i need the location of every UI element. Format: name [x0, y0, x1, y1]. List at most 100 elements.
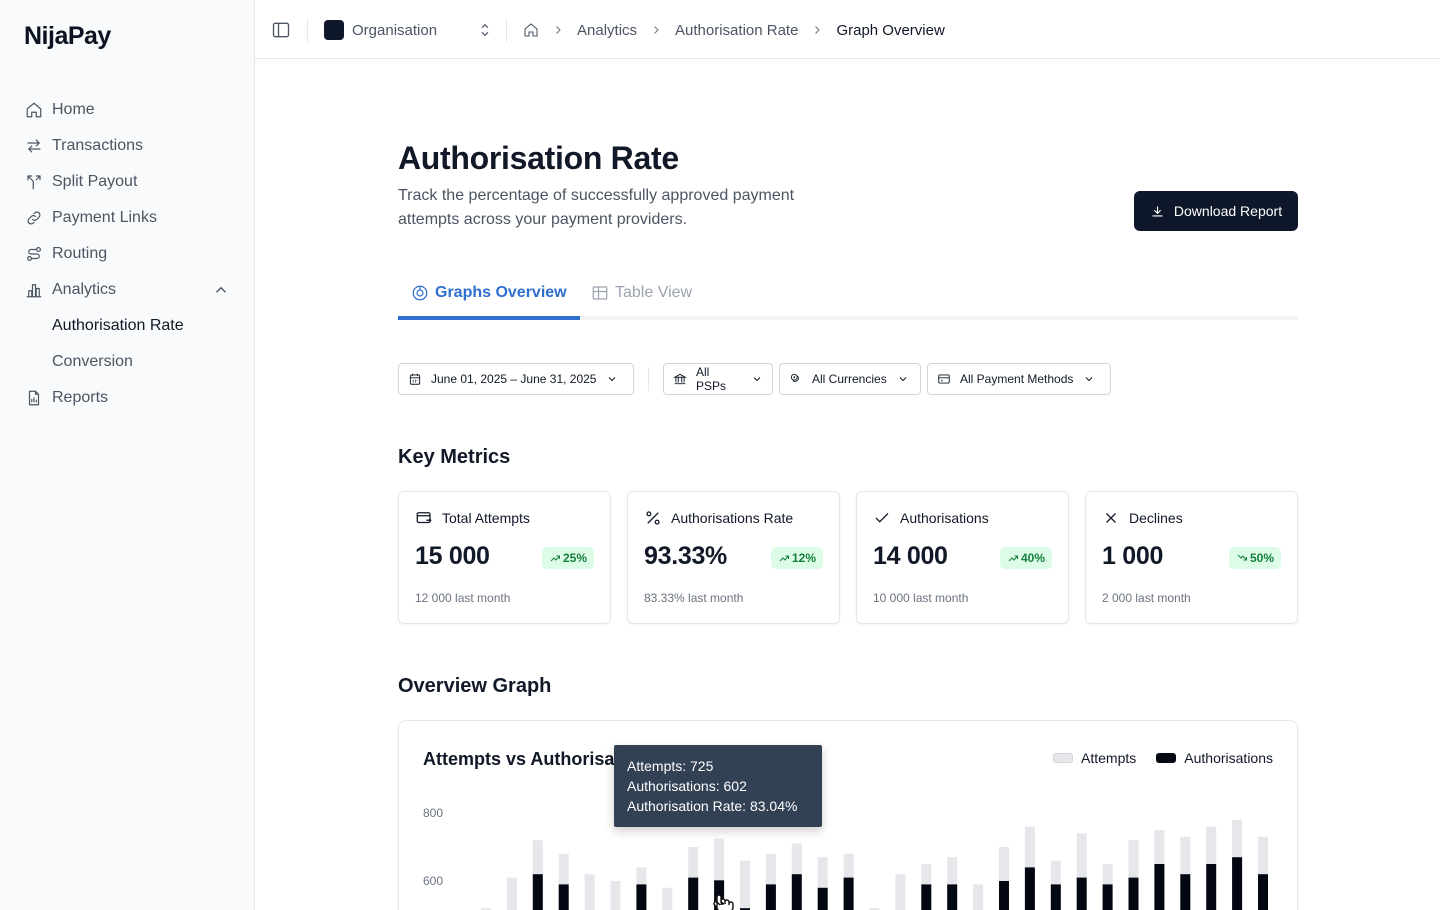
bar-attempts[interactable] [1128, 840, 1139, 910]
date-range-filter[interactable]: June 01, 2025 – June 31, 2025 [398, 363, 634, 395]
download-report-button[interactable]: Download Report [1134, 191, 1298, 231]
metric-label: Authorisations [900, 510, 989, 526]
calendar-icon [408, 372, 431, 386]
bar-attempts[interactable] [1258, 836, 1268, 910]
bar-attempts[interactable] [584, 874, 595, 910]
legend-item-attempts[interactable]: Attempts [1053, 750, 1136, 766]
bar-authorisations[interactable] [1024, 867, 1035, 910]
metric-card-total-attempts: Total Attempts 15 000 25% 12 000 last mo… [398, 491, 611, 624]
bar-authorisations[interactable] [1076, 877, 1087, 910]
bar-attempts[interactable] [506, 877, 517, 910]
breadcrumb: Analytics Authorisation Rate Graph Overv… [523, 19, 945, 41]
bar-attempts[interactable] [481, 908, 491, 910]
arrows-icon [24, 136, 44, 156]
bar-authorisations[interactable] [1180, 874, 1191, 910]
sidebar-item-label: Home [52, 101, 95, 118]
sidebar-toggle-icon[interactable] [271, 20, 291, 40]
topbar: Organisation Analytics Authorisation Rat… [255, 0, 1440, 59]
metric-value: 93.33% [644, 542, 727, 570]
download-report-label: Download Report [1173, 203, 1283, 219]
bar-attempts[interactable] [765, 853, 776, 910]
bar-attempts[interactable] [1180, 836, 1191, 910]
metric-previous: 83.33% last month [644, 591, 744, 605]
y-tick-label: 800 [423, 806, 443, 820]
key-metrics-title: Key Metrics [398, 446, 511, 468]
bar-authorisations[interactable] [1232, 857, 1243, 910]
page-title: Authorisation Rate [398, 140, 679, 176]
sidebar-item-analytics[interactable]: Analytics [24, 272, 234, 308]
metric-label: Declines [1129, 510, 1183, 526]
sidebar-item-routing[interactable]: Routing [24, 236, 234, 272]
breadcrumb-analytics[interactable]: Analytics [577, 21, 638, 39]
bar-authorisations[interactable] [532, 874, 543, 910]
chevron-right-icon [650, 24, 662, 36]
bar-authorisations[interactable] [1154, 864, 1165, 910]
sidebar-item-payment-links[interactable]: Payment Links [24, 200, 234, 236]
brand-logo[interactable]: NijaPay [24, 22, 111, 50]
bar-authorisations[interactable] [1258, 874, 1268, 910]
bar-attempts[interactable] [947, 857, 958, 910]
download-icon [1152, 206, 1163, 216]
legend-item-authorisations[interactable]: Authorisations [1156, 750, 1273, 766]
legend-label: Attempts [1081, 750, 1137, 766]
bar-authorisations[interactable] [1206, 864, 1217, 910]
bar-attempts[interactable] [999, 847, 1009, 910]
bar-authorisations[interactable] [688, 877, 699, 910]
trend-badge: 50% [1228, 547, 1281, 569]
psp-filter[interactable]: All PSPs [663, 363, 773, 395]
bar-authorisations[interactable] [636, 884, 647, 910]
bar-authorisations[interactable] [1050, 884, 1061, 910]
sidebar-item-reports[interactable]: Reports [24, 380, 234, 416]
bar-authorisations[interactable] [558, 884, 569, 910]
metric-label: Total Attempts [442, 510, 530, 526]
sidebar-subitem-authorisation-rate[interactable]: Authorisation Rate [52, 317, 184, 334]
bar-authorisations[interactable] [765, 884, 776, 910]
bar-chart[interactable]: 600 800 [399, 721, 1298, 910]
tab-table-view[interactable]: Table View [578, 270, 705, 316]
bar-attempts[interactable] [817, 857, 828, 910]
chart-legend: Attempts Authorisations [1033, 750, 1273, 766]
bar-authorisations[interactable] [1128, 877, 1139, 910]
bar-attempts[interactable] [973, 884, 984, 910]
bar-authorisations[interactable] [1102, 884, 1113, 910]
bar-attempts[interactable] [1076, 833, 1087, 910]
sidebar-item-home[interactable]: Home [24, 92, 234, 128]
sidebar-item-split-payout[interactable]: Split Payout [24, 164, 234, 200]
sidebar-item-transactions[interactable]: Transactions [24, 128, 234, 164]
bar-authorisations[interactable] [843, 877, 854, 910]
percent-icon [646, 511, 660, 525]
bar-attempts[interactable] [558, 853, 569, 910]
route-icon [24, 244, 44, 264]
page-description: Track the percentage of successfully app… [398, 187, 795, 228]
bar-authorisations[interactable] [921, 884, 932, 910]
sidebar-subitem-conversion[interactable]: Conversion [52, 353, 133, 370]
bar-authorisations[interactable] [817, 887, 828, 910]
bar-attempts[interactable] [610, 881, 621, 910]
chevron-right-icon [811, 24, 823, 36]
overview-graph-card: Attempts vs Authorisations Attempts Auth… [398, 720, 1298, 910]
breadcrumb-authorisation-rate[interactable]: Authorisation Rate [675, 21, 799, 39]
bar-attempts[interactable] [869, 908, 880, 910]
organisation-label: Organisation [352, 21, 438, 39]
bar-attempts[interactable] [740, 860, 750, 910]
metric-value: 1 000 [1102, 542, 1164, 570]
bar-authorisations[interactable] [791, 874, 802, 910]
home-icon[interactable] [523, 22, 539, 38]
bar-authorisations[interactable] [999, 881, 1009, 910]
organisation-switcher[interactable]: Organisation [324, 19, 494, 41]
metric-value: 14 000 [873, 542, 948, 570]
bar-attempts[interactable] [895, 874, 906, 910]
bar-attempts[interactable] [714, 838, 725, 910]
link-icon [24, 208, 44, 228]
sidebar-item-label: Transactions [52, 137, 143, 154]
trend-badge: 12% [770, 547, 823, 569]
bar-attempts[interactable] [662, 887, 673, 910]
payment-method-filter[interactable]: All Payment Methods [927, 363, 1111, 395]
tab-graphs-overview[interactable]: Graphs Overview [398, 270, 580, 320]
bar-authorisations[interactable] [740, 908, 750, 910]
chevron-up-icon[interactable] [212, 281, 230, 299]
currency-filter[interactable]: All Currencies [779, 363, 921, 395]
sidebar-item-label: Routing [52, 245, 108, 262]
bar-authorisations[interactable] [947, 884, 958, 910]
bank-icon [673, 372, 696, 386]
